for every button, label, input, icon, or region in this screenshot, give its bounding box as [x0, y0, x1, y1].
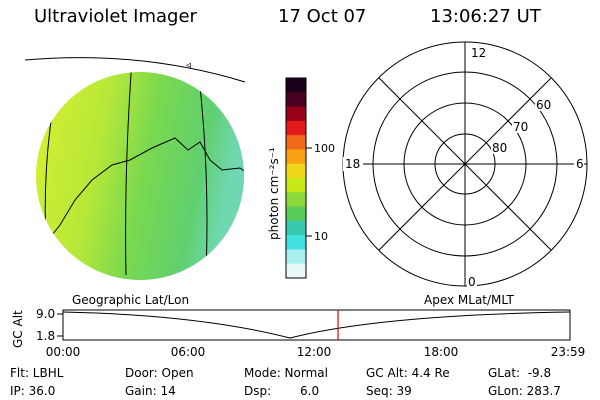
lat-label-60: 60 — [536, 98, 551, 112]
colorbar-tick-10: 10 — [314, 230, 328, 243]
colorbar: 100 10 photon cm⁻²s⁻¹ — [267, 77, 335, 279]
longitude-line — [197, 72, 208, 273]
colorbar-tick-100: 100 — [314, 142, 335, 155]
dsp-value: 6.0 — [300, 384, 320, 398]
gc-alt-info: GC Alt: 4.4 Re — [366, 366, 450, 380]
colorbar-swatch — [286, 149, 306, 165]
colorbar-swatch — [286, 249, 306, 265]
timeline-plot: 9.0 1.8 GC Alt Geographic Lat/Lon Apex M… — [11, 293, 585, 359]
glon-info: GLon: 283.7 — [488, 384, 561, 398]
mlt-label-18: 18 — [345, 157, 360, 171]
colorbar-swatch — [286, 192, 306, 208]
mlt-label-6: 6 — [576, 157, 584, 171]
colorbar-swatch — [286, 78, 306, 93]
timeline-right-title: Apex MLat/MLT — [424, 293, 514, 307]
time-tick-0600: 06:00 — [171, 345, 206, 359]
colorbar-swatch — [286, 106, 306, 122]
latitude-line — [24, 57, 246, 83]
colorbar-swatch — [286, 206, 306, 222]
ip-info: IP: 36.0 — [10, 384, 56, 398]
polar-plot — [342, 41, 588, 287]
longitude-line — [125, 72, 133, 276]
filter-info: Flt: LBHL — [10, 366, 64, 380]
lat-label-80: 80 — [492, 141, 507, 155]
coastline — [39, 137, 244, 251]
seq-info: Seq: 39 — [366, 384, 412, 398]
gain-info: Gain: 14 — [125, 384, 176, 398]
colorbar-swatch — [286, 120, 306, 136]
mlt-label-12: 12 — [471, 46, 486, 60]
altitude-curve — [62, 311, 571, 339]
observation-time: 13:06:27 UT — [430, 6, 541, 27]
time-tick-0000: 00:00 — [46, 345, 81, 359]
time-tick-1200: 12:00 — [297, 345, 332, 359]
colorbar-swatch — [286, 220, 306, 236]
door-info: Door: Open — [125, 366, 194, 380]
sun-marker-icon: ◃ — [186, 60, 191, 71]
timeline-left-title: Geographic Lat/Lon — [72, 293, 189, 307]
lat-label-70: 70 — [513, 120, 528, 134]
time-tick-1800: 18:00 — [424, 345, 459, 359]
alt-value-min: 1.8 — [36, 329, 55, 343]
colorbar-swatch — [286, 163, 306, 179]
time-tick-2359: 23:59 — [551, 345, 586, 359]
instrument-title: Ultraviolet Imager — [34, 6, 197, 27]
earth-uv-image: ◃ — [24, 57, 246, 280]
glat-info: GLat: -9.8 — [488, 366, 552, 380]
colorbar-unit-label: photon cm⁻²s⁻¹ — [267, 147, 281, 240]
timeline-axis-label: GC Alt — [11, 310, 25, 348]
dsp-label: Dsp: — [244, 384, 272, 398]
colorbar-swatch — [286, 135, 306, 150]
colorbar-swatch — [286, 235, 306, 250]
observation-date: 17 Oct 07 — [278, 6, 367, 27]
mode-info: Mode: Normal — [244, 366, 328, 380]
alt-value-max: 9.0 — [36, 307, 55, 321]
colorbar-swatch — [286, 92, 306, 108]
colorbar-swatch — [286, 263, 306, 279]
colorbar-swatch — [286, 178, 306, 193]
mlt-label-0: 0 — [468, 275, 476, 289]
